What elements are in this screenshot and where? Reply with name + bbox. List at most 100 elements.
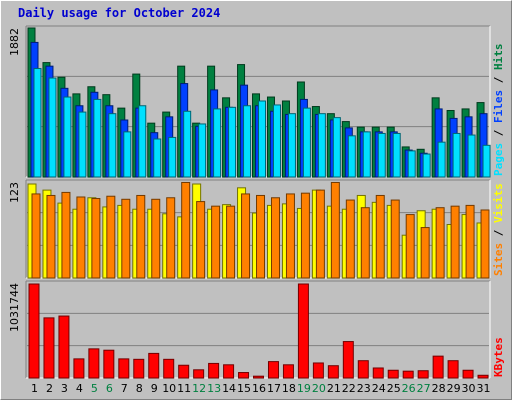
pages-bar: [213, 108, 222, 178]
sites-bar: [300, 192, 310, 279]
kbytes-bar: [133, 358, 145, 379]
sites-bar: [241, 193, 251, 279]
hits-panel-legend-part: Hits: [492, 44, 505, 71]
sites-bar: [76, 196, 86, 279]
x-tick-label: 13: [207, 382, 221, 395]
x-tick-label: 7: [121, 382, 128, 395]
x-tick-label: 21: [327, 382, 341, 395]
x-tick-label: 12: [192, 382, 206, 395]
pages-bar: [452, 132, 461, 178]
pages-bar: [422, 153, 431, 178]
kbytes-bar: [73, 358, 85, 379]
x-tick-label: 26: [402, 382, 416, 395]
kbytes-bar: [432, 355, 444, 379]
pages-bar: [33, 68, 42, 178]
x-tick-label: 19: [297, 382, 311, 395]
sites-bar: [285, 193, 295, 279]
x-tick-label: 24: [372, 382, 386, 395]
kbytes-bar: [253, 375, 265, 379]
sites-bar: [256, 194, 266, 279]
visits-panel-legend: Sites / Visits: [492, 183, 505, 276]
pages-bar: [168, 136, 177, 178]
kbytes-bar: [417, 370, 429, 379]
pages-bar: [153, 138, 162, 178]
x-tick-label: 15: [237, 382, 251, 395]
x-tick-label: 14: [222, 382, 236, 395]
kbytes-bar: [357, 360, 369, 379]
kbytes-bar: [148, 352, 160, 379]
pages-bar: [317, 113, 326, 178]
sites-bar: [420, 227, 430, 279]
sites-bar: [330, 181, 340, 279]
x-tick-label: 1: [31, 382, 38, 395]
sites-bar: [196, 201, 206, 279]
pages-bar: [123, 131, 132, 178]
sites-bar: [375, 194, 385, 279]
kbytes-bar: [387, 369, 399, 379]
pages-bar: [48, 77, 57, 178]
sites-bar: [390, 199, 400, 279]
kbytes-bar: [447, 360, 459, 379]
kbytes-ymax-label: 1031744: [8, 283, 21, 332]
x-tick-label: 31: [477, 382, 491, 395]
pages-bar: [183, 110, 192, 178]
sites-bar: [435, 207, 445, 279]
x-tick-label: 11: [177, 382, 191, 395]
kbytes-bar: [238, 372, 250, 379]
kbytes-panel-legend: KBytes: [492, 337, 505, 377]
kbytes-bar: [223, 364, 235, 379]
pages-bar: [407, 150, 416, 178]
pages-bar: [347, 135, 356, 178]
x-tick-label: 25: [387, 382, 401, 395]
visits-ymax-label: 123: [8, 182, 21, 203]
pages-bar: [392, 132, 401, 178]
x-tick-label: 20: [312, 382, 326, 395]
kbytes-bar: [208, 362, 220, 379]
sites-bar: [450, 205, 460, 279]
sites-bar: [151, 198, 161, 279]
kbytes-bar: [178, 364, 190, 379]
hits-panel-legend-separator: /: [492, 123, 505, 143]
sites-bar: [226, 205, 236, 279]
sites-bar: [61, 191, 71, 279]
kbytes-bar: [462, 369, 474, 379]
x-tick-label: 8: [136, 382, 143, 395]
kbytes-panel-legend-part: KBytes: [492, 337, 505, 377]
sites-bar: [121, 198, 131, 279]
kbytes-bar: [312, 362, 324, 379]
sites-bar: [480, 209, 490, 279]
sites-bar: [136, 194, 146, 279]
pages-bar: [467, 134, 476, 178]
x-tick-label: 17: [267, 382, 281, 395]
kbytes-bar: [372, 367, 384, 379]
pages-bar: [332, 117, 341, 178]
visits-panel-legend-part: Visits: [492, 183, 505, 223]
hits-ymax-label: 1882: [8, 28, 21, 56]
sites-bar: [31, 193, 41, 279]
pages-bar: [63, 96, 72, 178]
hits-panel-legend-part: Pages: [492, 143, 505, 176]
pages-bar: [198, 123, 207, 178]
kbytes-bar: [342, 341, 354, 379]
visits-panel-legend-part: Sites: [492, 243, 505, 276]
x-tick-label: 4: [76, 382, 83, 395]
pages-bar: [228, 106, 237, 178]
kbytes-bar: [297, 283, 309, 379]
visits-panel-legend-separator: /: [492, 223, 505, 243]
x-tick-label: 28: [432, 382, 446, 395]
kbytes-bar: [267, 361, 279, 379]
pages-bar: [258, 100, 267, 178]
sites-bar: [211, 205, 221, 279]
kbytes-bar: [58, 315, 70, 379]
sites-bar: [106, 195, 116, 279]
pages-bar: [78, 111, 87, 178]
hits-panel-legend-separator: /: [492, 70, 505, 90]
kbytes-bar: [163, 358, 175, 379]
pages-bar: [243, 105, 252, 178]
x-tick-label: 29: [447, 382, 461, 395]
sites-bar: [166, 197, 176, 279]
kbytes-bar: [193, 369, 205, 379]
sites-bar: [360, 207, 370, 279]
pages-bar: [482, 144, 491, 178]
x-tick-label: 10: [162, 382, 176, 395]
